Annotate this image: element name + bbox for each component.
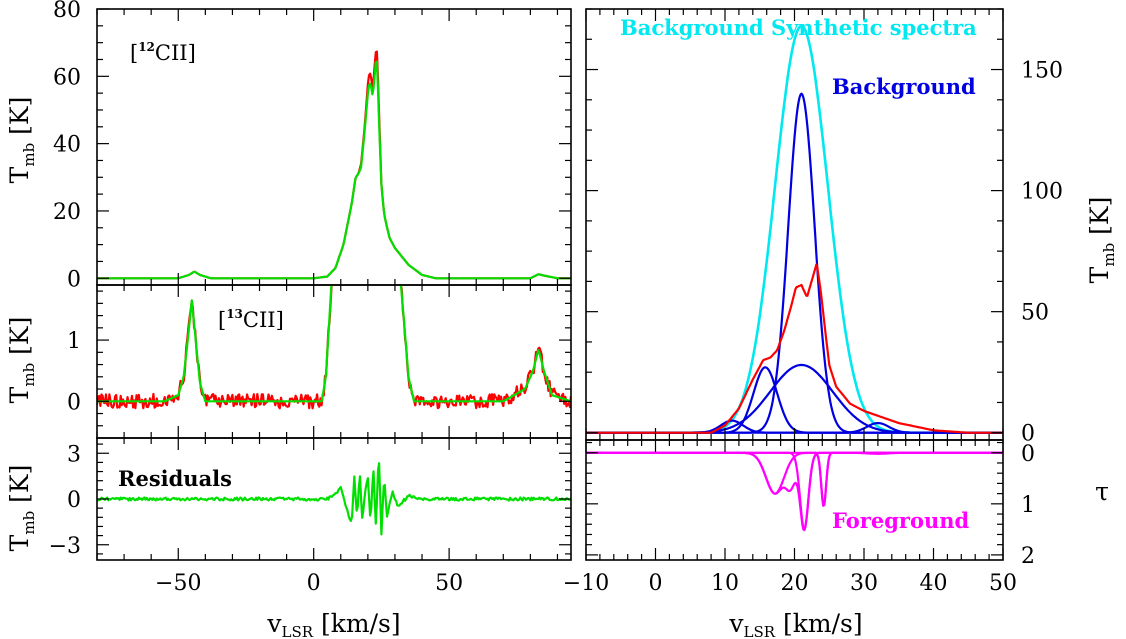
xtick-label-fg-3: 20 [781, 571, 809, 596]
ylabel-res: Tmb [K] [5, 465, 38, 552]
panel-c13: 01 [67, 284, 572, 439]
xtick-label-res-0: −50 [155, 571, 201, 596]
xtick-label-fg-5: 40 [920, 571, 948, 596]
ylabel-bg: Tmb [K] [1085, 197, 1118, 284]
panel-res: −3 0 3 −50 0 50 [49, 437, 572, 596]
ylabel-c13: Tmb [K] [5, 317, 38, 404]
series-c12-observed [97, 50, 571, 280]
ytick-label-bg-0: 0 [1021, 422, 1035, 447]
xlabel-fg: vLSR [km/s] [728, 609, 862, 639]
ylabel-c12: Tmb [K] [5, 97, 38, 184]
ytick-label-c12-3: 60 [53, 65, 81, 90]
annotation-c13: [13CII] [218, 307, 284, 332]
ytick-label-c13-1: 1 [67, 329, 81, 354]
series-fg-tau-component-3 [586, 451, 1003, 507]
legend-bg-components: Background [832, 74, 976, 99]
xtick-label-res-1: 0 [307, 571, 321, 596]
frame-c13 [96, 284, 572, 439]
series-c12-model [97, 60, 571, 280]
ytick-label-c12-2: 40 [53, 133, 81, 158]
ytick-label-bg-1: 50 [1021, 301, 1049, 326]
series-c13-observed [97, 285, 571, 410]
series-bg-component-2 [586, 366, 1003, 434]
xtick-label-res-2: 50 [435, 571, 463, 596]
ytick-label-res-0: −3 [49, 534, 81, 559]
xtick-label-fg-4: 30 [850, 571, 878, 596]
legend-bg-synthetic: Background Synthetic spectra [620, 15, 977, 40]
ytick-label-res-1: 0 [67, 488, 81, 513]
xtick-label-fg-0: −10 [563, 571, 609, 596]
ytick-label-fg-0: 0 [1021, 442, 1035, 467]
ytick-label-res-2: 3 [67, 442, 81, 467]
series-bg-observed [586, 263, 1003, 434]
ytick-label-c13-0: 0 [67, 390, 81, 415]
ytick-label-fg-1: 1 [1021, 493, 1035, 518]
annotation-res: Residuals [118, 466, 232, 491]
ylabel-fg: τ [1095, 477, 1109, 506]
xtick-label-fg-1: 0 [649, 571, 663, 596]
panel-bg: 0 50 100 150 [585, 8, 1063, 447]
annotation-c12: [12CII] [130, 40, 196, 65]
ytick-label-bg-2: 100 [1021, 180, 1063, 205]
xlabel-res: vLSR [km/s] [266, 609, 400, 639]
ytick-label-bg-3: 150 [1021, 59, 1063, 84]
ytick-label-fg-2: 2 [1021, 544, 1035, 569]
legend-fg: Foreground [832, 508, 969, 533]
series-c13-model [97, 285, 571, 403]
ytick-label-c12-4: 80 [53, 0, 81, 23]
series-bg-component-4 [586, 363, 1003, 434]
series-res-residuals [97, 462, 571, 536]
series-bg-component-3 [586, 92, 1003, 434]
ytick-label-c12-1: 20 [53, 200, 81, 225]
xtick-label-fg-6: 50 [989, 571, 1017, 596]
panel-fg: 0 1 2 −10 0 10 20 30 40 50 [563, 439, 1035, 596]
ytick-label-c12-0: 0 [67, 267, 81, 292]
xtick-label-fg-2: 10 [711, 571, 739, 596]
